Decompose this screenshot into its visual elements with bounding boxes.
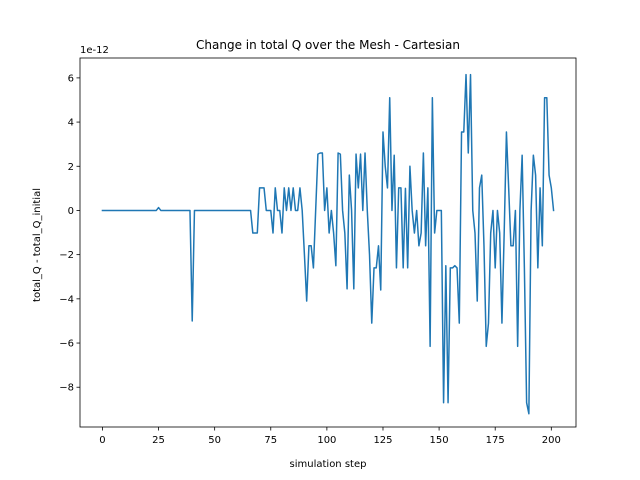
y-tick-label: 0 [68,206,74,217]
x-axis-label: simulation step [290,459,367,470]
x-tick-label: 50 [208,435,221,446]
x-tick-label: 150 [430,435,449,446]
y-offset-text: 1e-12 [80,45,109,56]
series-line [101,73,555,415]
chart-title: Change in total Q over the Mesh - Cartes… [196,38,460,52]
axes-frame [79,57,577,428]
y-tick-label: 6 [68,73,74,84]
y-tick-label: −4 [59,294,74,305]
plot-area: 0 25 50 75 100 125 150 175 200 −8 −6 −4 −2 0 2 4 6 [59,57,577,446]
x-tick-label: 25 [152,435,165,446]
x-tick-label: 200 [542,435,561,446]
y-tick-label: −8 [59,383,74,394]
x-tick-label: 125 [373,435,392,446]
y-axis-label: total_Q - total_Q_initial [32,188,43,302]
y-tick-label: −2 [59,250,74,261]
x-tick-label: 0 [99,435,105,446]
y-tick-label: 2 [68,162,74,173]
x-tick-label: 75 [264,435,277,446]
y-tick-label: 4 [68,118,74,129]
y-tick-label: −6 [59,339,74,350]
x-tick-label: 100 [317,435,336,446]
x-tick-label: 175 [486,435,505,446]
